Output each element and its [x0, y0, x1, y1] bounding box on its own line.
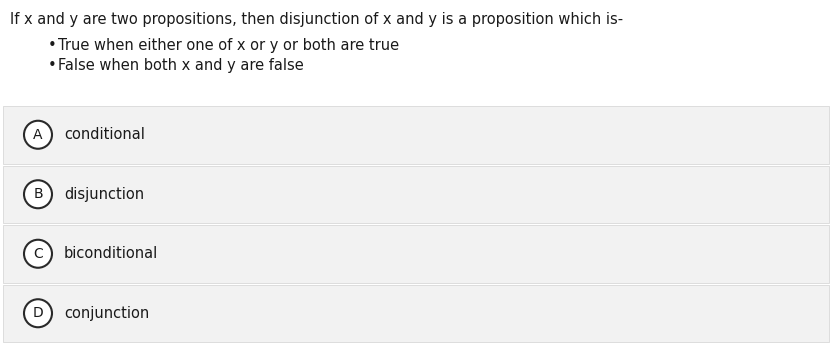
Text: disjunction: disjunction [64, 187, 144, 202]
FancyBboxPatch shape [3, 285, 829, 342]
Text: If x and y are two propositions, then disjunction of x and y is a proposition wh: If x and y are two propositions, then di… [10, 12, 623, 27]
Text: True when either one of x or y or both are true: True when either one of x or y or both a… [58, 38, 399, 53]
Ellipse shape [24, 299, 52, 327]
Ellipse shape [24, 240, 52, 268]
Text: •: • [48, 58, 57, 73]
Text: conditional: conditional [64, 127, 145, 142]
Ellipse shape [24, 121, 52, 149]
Text: A: A [33, 128, 42, 142]
Text: biconditional: biconditional [64, 246, 158, 261]
Text: conjunction: conjunction [64, 306, 149, 321]
FancyBboxPatch shape [3, 106, 829, 164]
Text: •: • [48, 38, 57, 53]
FancyBboxPatch shape [3, 166, 829, 223]
Text: B: B [33, 187, 42, 201]
FancyBboxPatch shape [3, 225, 829, 283]
Text: False when both x and y are false: False when both x and y are false [58, 58, 304, 73]
Text: C: C [33, 247, 43, 261]
Text: D: D [32, 306, 43, 320]
Ellipse shape [24, 180, 52, 208]
